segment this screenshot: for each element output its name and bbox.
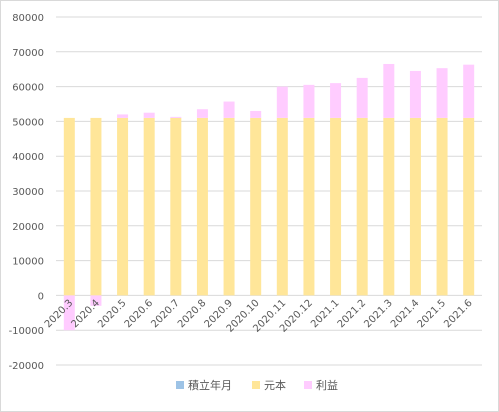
bar-元本 bbox=[223, 117, 235, 296]
legend-label: 積立年月 bbox=[188, 378, 232, 392]
bars bbox=[63, 63, 475, 331]
y-tick-label: -20000 bbox=[9, 361, 44, 372]
bar-利益 bbox=[330, 83, 342, 118]
bar-利益 bbox=[250, 110, 262, 118]
bar-元本 bbox=[463, 117, 475, 296]
bar-利益 bbox=[63, 295, 75, 331]
legend-label: 利益 bbox=[316, 378, 338, 392]
y-tick-label: 0 bbox=[38, 291, 44, 302]
bar-元本 bbox=[90, 117, 102, 296]
bar-利益 bbox=[383, 63, 395, 118]
bar-利益 bbox=[143, 112, 155, 118]
bar-利益 bbox=[170, 116, 182, 118]
x-tick-label: 2020.6 bbox=[123, 298, 156, 331]
legend-swatch bbox=[252, 381, 260, 389]
bar-元本 bbox=[143, 117, 155, 296]
bar-利益 bbox=[196, 109, 208, 118]
bar-利益 bbox=[303, 84, 315, 118]
bar-元本 bbox=[63, 117, 75, 296]
legend: 積立年月 元本 利益 bbox=[176, 378, 338, 392]
bar-元本 bbox=[409, 117, 421, 296]
bar-利益 bbox=[90, 295, 102, 306]
y-tick-label: 60000 bbox=[12, 83, 44, 94]
bar-利益 bbox=[223, 101, 235, 118]
bar-利益 bbox=[356, 77, 368, 118]
x-tick-label: 2021.2 bbox=[336, 298, 369, 331]
legend-swatch bbox=[304, 381, 312, 389]
bar-元本 bbox=[276, 117, 288, 296]
y-tick-label: 20000 bbox=[12, 222, 44, 233]
bar-元本 bbox=[330, 117, 342, 296]
bar-元本 bbox=[356, 117, 368, 296]
bar-元本 bbox=[250, 117, 262, 296]
x-axis-tick-labels: 2020.32020.42020.52020.62020.72020.82020… bbox=[43, 298, 475, 335]
bar-利益 bbox=[117, 114, 129, 118]
y-tick-label: 80000 bbox=[12, 13, 44, 24]
bar-元本 bbox=[303, 117, 315, 296]
x-tick-label: 2021.4 bbox=[389, 298, 422, 331]
bar-元本 bbox=[170, 117, 182, 296]
legend-swatch bbox=[176, 381, 184, 389]
y-tick-label: 10000 bbox=[12, 257, 44, 268]
x-tick-label: 2021.3 bbox=[362, 298, 395, 331]
bar-利益 bbox=[463, 64, 475, 118]
bar-元本 bbox=[436, 117, 448, 296]
y-tick-label: 30000 bbox=[12, 187, 44, 198]
y-tick-label: 70000 bbox=[12, 48, 44, 59]
bar-元本 bbox=[117, 117, 129, 296]
bar-利益 bbox=[436, 68, 448, 118]
bar-元本 bbox=[196, 117, 208, 296]
bar-利益 bbox=[276, 86, 288, 118]
x-tick-label: 2021.5 bbox=[416, 298, 449, 331]
bar-利益 bbox=[409, 70, 421, 118]
x-tick-label: 2020.8 bbox=[176, 298, 209, 331]
bar-元本 bbox=[383, 117, 395, 296]
y-tick-label: -10000 bbox=[9, 326, 44, 337]
x-tick-label: 2021.1 bbox=[309, 298, 342, 331]
x-tick-label: 2021.6 bbox=[442, 298, 475, 331]
x-tick-label: 2020.7 bbox=[149, 298, 182, 331]
legend-label: 元本 bbox=[264, 378, 286, 392]
y-axis-tick-labels: -20000 -10000 0 10000 20000 30000 40000 50000 60… bbox=[9, 13, 44, 372]
y-tick-label: 50000 bbox=[12, 117, 44, 128]
y-tick-label: 40000 bbox=[12, 152, 44, 163]
